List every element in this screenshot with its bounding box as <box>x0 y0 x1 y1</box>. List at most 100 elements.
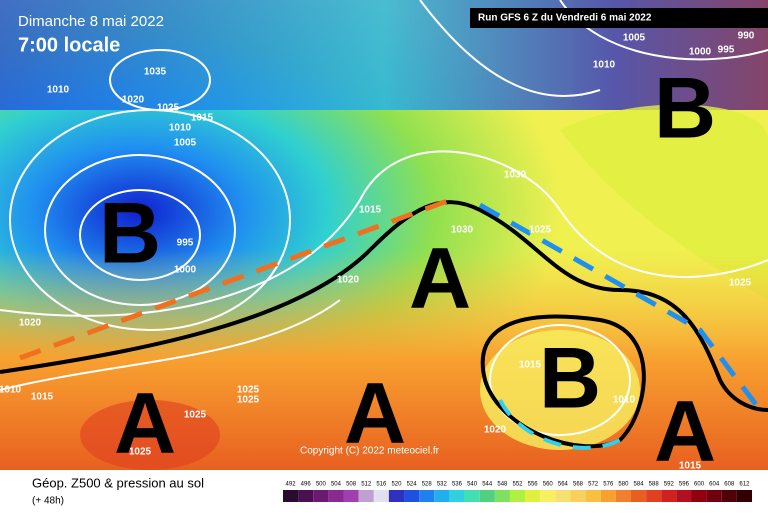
jet-axis <box>0 200 768 412</box>
cut-off-core <box>480 330 640 450</box>
isobar-label: 1005 <box>174 138 197 149</box>
legend-label: 568 <box>573 482 584 488</box>
time-text: 7:00 locale <box>18 34 120 56</box>
legend-swatch <box>600 490 616 502</box>
legend-swatch <box>661 490 677 502</box>
legend-label: 504 <box>331 482 342 488</box>
legend-swatch <box>630 490 647 502</box>
isobar-label: 1020 <box>337 275 360 286</box>
legend-swatch <box>525 490 541 502</box>
legend-swatch <box>494 490 510 502</box>
legend-label: 576 <box>603 482 614 488</box>
legend-swatch <box>721 490 737 502</box>
pressure-center: B <box>654 61 716 157</box>
isobar-label: 1030 <box>504 170 527 181</box>
legend-label: 564 <box>558 482 569 488</box>
legend-label: 560 <box>543 482 554 488</box>
legend-swatch <box>646 490 662 502</box>
pressure-center: A <box>409 231 471 327</box>
legend-label: 612 <box>739 482 750 488</box>
legend-label: 592 <box>664 482 675 488</box>
isobar-label: 1005 <box>623 33 646 44</box>
pressure-center: A <box>344 366 406 462</box>
date-text: Dimanche 8 mai 2022 <box>18 13 164 30</box>
isobar-label: 1010 <box>0 385 22 396</box>
legend-label: 528 <box>422 482 433 488</box>
legend-swatch <box>540 490 556 502</box>
isobar-label: 1025 <box>237 395 260 406</box>
isobar-label: 1025 <box>157 103 180 114</box>
isobar-label: 1010 <box>47 85 70 96</box>
legend-swatch <box>479 490 495 502</box>
pressure-center: A <box>114 376 176 472</box>
pressure-center: B <box>99 186 161 282</box>
legend-swatch <box>313 490 329 502</box>
legend-swatch <box>615 490 631 502</box>
legend-swatch <box>358 490 374 502</box>
legend-label: 548 <box>497 482 508 488</box>
isobar-label: 1020 <box>484 425 507 436</box>
legend-label: 532 <box>437 482 448 488</box>
legend-label: 512 <box>361 482 372 488</box>
isobar-label: 995 <box>718 45 735 56</box>
legend-swatch <box>404 490 420 502</box>
pressure-center: B <box>539 331 601 427</box>
isobar-label: 995 <box>177 238 194 249</box>
legend-label: 508 <box>346 482 357 488</box>
legend-swatch <box>509 490 526 502</box>
legend-label: 524 <box>407 482 418 488</box>
legend-label: 600 <box>694 482 705 488</box>
isobar-label: 1025 <box>129 447 152 458</box>
legend-label: 608 <box>724 482 735 488</box>
isobar-label: 1025 <box>729 278 752 289</box>
isobar-label: 1010 <box>169 123 192 134</box>
legend-label: 520 <box>391 482 402 488</box>
legend-label: 496 <box>301 482 312 488</box>
isobar-label: 1020 <box>19 318 42 329</box>
cut-off-arrows <box>498 399 621 450</box>
legend-label: 536 <box>452 482 463 488</box>
legend-label: 544 <box>482 482 493 488</box>
isobar-label: 1010 <box>613 395 636 406</box>
isobar-label: 1020 <box>122 95 145 106</box>
warm-core <box>80 400 220 470</box>
legend-label: 500 <box>316 482 327 488</box>
legend-label: 540 <box>467 482 478 488</box>
legend-label: 584 <box>634 482 645 488</box>
isobar-label: 1035 <box>144 67 167 78</box>
legend-swatch <box>388 490 405 502</box>
legend-swatch <box>343 490 359 502</box>
isobar-label: 1025 <box>237 385 260 396</box>
legend-label: 604 <box>709 482 720 488</box>
legend-label: 596 <box>679 482 690 488</box>
isobar-label: 1025 <box>529 225 552 236</box>
legend-label: 552 <box>512 482 523 488</box>
legend-swatch <box>706 490 722 502</box>
legend-swatch <box>676 490 692 502</box>
pressure-center: A <box>654 384 716 480</box>
isobar-label: 1030 <box>451 225 474 236</box>
legend-label: 492 <box>286 482 297 488</box>
cut-off-ring <box>480 314 646 449</box>
run-banner <box>470 8 768 28</box>
legend-swatch <box>434 490 450 502</box>
isobars <box>0 0 768 435</box>
legend-swatch <box>464 490 480 502</box>
legend-swatch <box>283 490 299 502</box>
isobar-label: 1010 <box>593 60 616 71</box>
isobar-label: 1015 <box>31 392 54 403</box>
isobar-label: 1015 <box>191 113 214 124</box>
isobar-label: 1025 <box>184 410 207 421</box>
isobar-label: 990 <box>738 31 755 42</box>
legend-swatch <box>555 490 571 502</box>
legend-label: 556 <box>528 482 539 488</box>
legend-swatch <box>419 490 435 502</box>
copyright: Copyright (C) 2022 meteociel.fr <box>300 446 440 457</box>
legend: 492 496 500 504 508 512 516 520 524 528 532 536 540 5… <box>283 482 752 502</box>
jet-arrows <box>19 197 451 361</box>
footer-title: Géop. Z500 & pression au sol <box>32 475 204 490</box>
legend-label: 580 <box>618 482 629 488</box>
isobar-label: 1015 <box>519 360 542 371</box>
legend-label: 516 <box>376 482 387 488</box>
